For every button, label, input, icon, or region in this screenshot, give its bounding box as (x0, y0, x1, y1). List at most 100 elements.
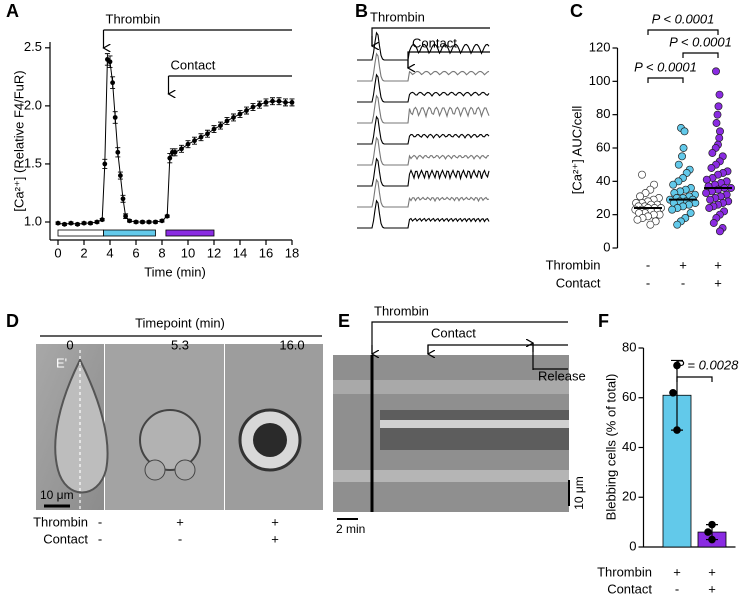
data-point (127, 218, 132, 224)
comparison-bracket (676, 376, 713, 382)
data-point (263, 99, 269, 105)
data-point (708, 535, 716, 544)
row-mark: + (708, 564, 716, 579)
kymograph (333, 355, 570, 520)
y-tick-label: 40 (596, 173, 610, 188)
scale-bar-label: 10 μm (40, 488, 74, 502)
x-tick-label: 0 (54, 245, 61, 260)
data-point (704, 528, 712, 536)
row-mark: - (681, 275, 685, 290)
data-point (673, 361, 681, 370)
data-point (715, 134, 724, 142)
y-tick-label: 1.5 (24, 155, 42, 170)
data-point (123, 213, 128, 219)
data-point (646, 220, 655, 229)
series-line (57, 58, 292, 225)
calcium-traces (357, 31, 490, 229)
row-mark: + (714, 257, 722, 272)
data-point (244, 108, 249, 113)
timepoint: 16.0 (279, 337, 304, 352)
y-tick-label: 60 (622, 389, 636, 404)
y-tick-label: 0 (629, 538, 636, 553)
comparison-bracket (647, 77, 684, 83)
data-point (68, 220, 74, 226)
row-label: Thrombin (597, 564, 652, 579)
p-value: P < 0.0001 (669, 34, 732, 49)
data-point (112, 115, 118, 120)
data-point (55, 220, 61, 226)
y-tick-label: 80 (596, 106, 610, 121)
scale-bar-label: 10 μm (572, 476, 586, 510)
annotation: Thrombin (370, 9, 425, 24)
data-point (185, 141, 191, 147)
y-tick-label: 100 (589, 73, 611, 88)
row-label: Contact (607, 581, 652, 596)
trace (357, 73, 490, 103)
row-mark: + (708, 581, 716, 596)
y-axis-label: [Ca²⁺] (Relative F4/FuR) (11, 70, 26, 211)
data-point (107, 59, 113, 65)
row-label: Contact (43, 531, 88, 546)
data-point (140, 219, 145, 225)
x-tick-label: 8 (158, 245, 165, 260)
row-mark: + (673, 564, 681, 579)
data-point (712, 119, 721, 127)
period-bar (165, 229, 215, 237)
data-point (715, 90, 724, 99)
data-point (153, 219, 158, 225)
comparison-bracket (682, 52, 719, 58)
y-tick-label: 60 (596, 139, 610, 154)
data-point (709, 219, 718, 227)
y-tick-label: 120 (589, 39, 611, 54)
trace (357, 136, 490, 166)
scale-bar-label: 2 min (336, 522, 365, 536)
trace (357, 199, 490, 229)
data-point (276, 98, 282, 104)
data-point (179, 146, 184, 152)
data-point (88, 220, 93, 226)
x-tick-label: 6 (132, 245, 139, 260)
row-mark: - (646, 257, 650, 272)
data-point (198, 134, 204, 140)
row-mark: + (679, 257, 687, 272)
data-point (706, 195, 715, 204)
row-mark: - (98, 531, 102, 546)
data-point (164, 213, 170, 219)
data-point (669, 388, 677, 397)
row-label: Thrombin (546, 257, 601, 272)
row-label: Contact (556, 275, 601, 290)
x-tick-label: 18 (285, 245, 299, 260)
data-point (99, 217, 105, 223)
data-point (192, 138, 197, 144)
panel-label: A (6, 1, 19, 21)
panel-label: B (355, 1, 368, 21)
trace (357, 52, 490, 82)
p-value: P = 0.0028 (676, 357, 740, 372)
data-point (712, 67, 720, 76)
trace (357, 178, 490, 208)
y-tick-label: 1.0 (24, 213, 42, 228)
data-point (211, 126, 217, 132)
y-axis-label: Blebbing cells (% of total) (603, 374, 618, 521)
data-point (668, 205, 677, 214)
row-mark: + (176, 514, 184, 529)
data-point (110, 80, 115, 86)
trace (357, 115, 490, 145)
annotation: Contact (431, 325, 476, 340)
p-value: P < 0.0001 (634, 59, 697, 74)
panel-label: E (338, 311, 350, 331)
data-point (638, 170, 646, 179)
period-bar (57, 229, 104, 237)
data-point (636, 192, 645, 201)
data-point (680, 127, 689, 136)
data-point (669, 180, 678, 189)
data-point (118, 173, 123, 178)
panel-label: D (6, 311, 19, 331)
y-tick-label: 40 (622, 439, 636, 454)
data-point (708, 149, 717, 157)
x-tick-label: 12 (207, 245, 221, 260)
data-point (94, 219, 100, 225)
inset-label: E' (56, 355, 67, 370)
y-tick-label: 20 (622, 489, 636, 504)
data-point (713, 110, 722, 119)
